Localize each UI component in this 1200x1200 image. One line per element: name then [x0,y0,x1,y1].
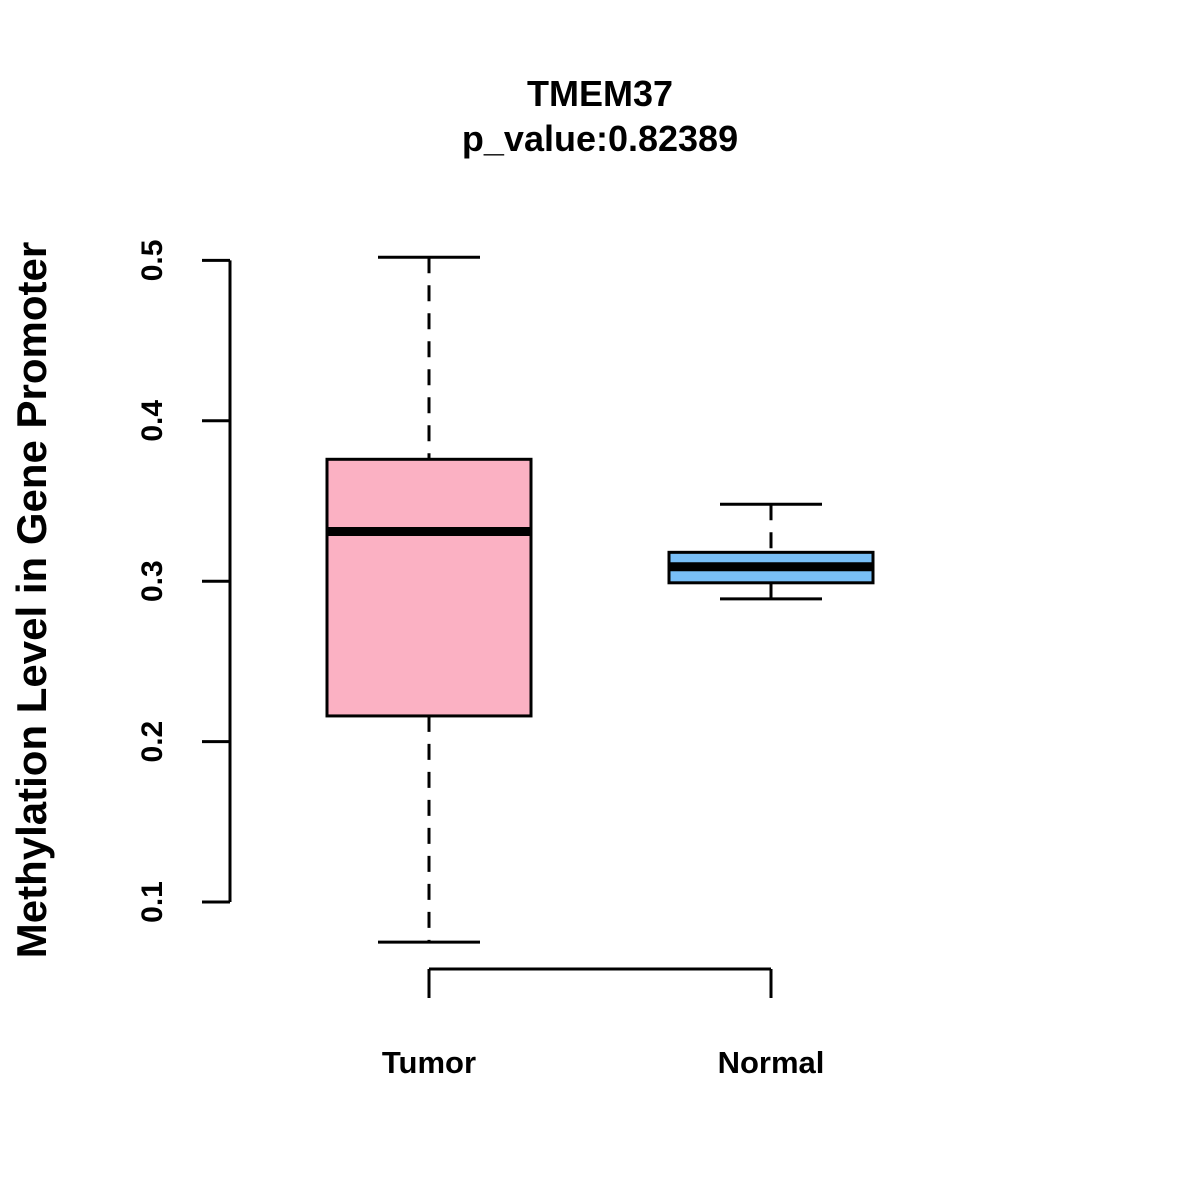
chart-subtitle: p_value:0.82389 [462,118,738,159]
y-tick-label: 0.4 [136,400,169,442]
chart-title: TMEM37 [527,73,673,114]
y-axis: 0.1 0.2 0.3 0.4 0.5 [136,240,232,923]
box-tumor [325,255,533,944]
y-tick-label: 0.1 [136,881,169,923]
boxes [325,255,875,944]
y-tick-label: 0.2 [136,721,169,763]
x-axis: Tumor Normal [382,967,825,1080]
iqr-box [325,457,533,718]
box-normal [667,502,875,601]
y-tick-label: 0.5 [136,240,169,282]
y-tick-label: 0.3 [136,560,169,602]
y-axis-label: Methylation Level in Gene Promoter [8,242,55,958]
x-tick-label: Normal [718,1045,825,1080]
x-tick-label: Tumor [382,1045,476,1080]
